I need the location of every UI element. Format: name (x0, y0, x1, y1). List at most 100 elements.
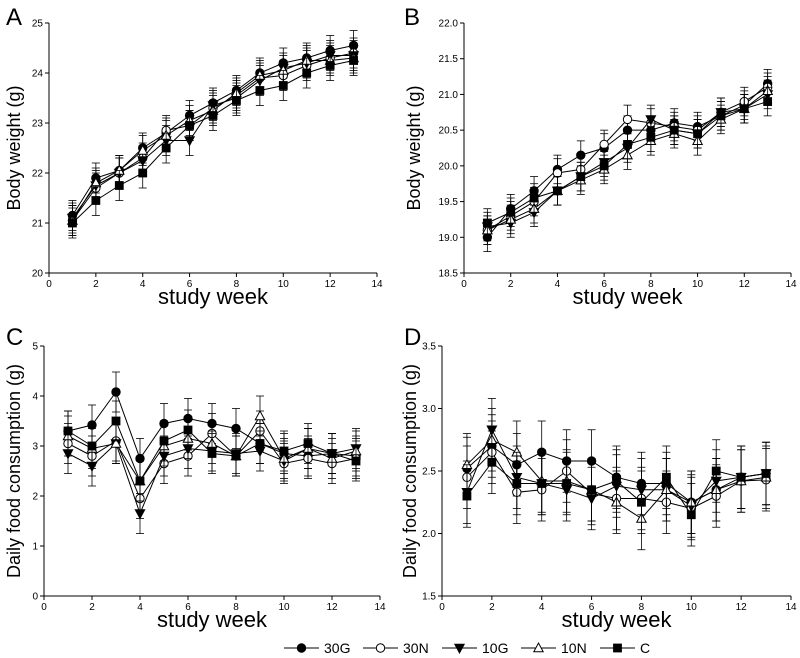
data-point (716, 111, 726, 121)
data-point (623, 140, 632, 149)
data-point (159, 436, 169, 446)
x-tick-label: 4 (555, 279, 561, 290)
x-tick-label: 12 (736, 602, 748, 613)
legend-marker (613, 643, 622, 653)
data-point (207, 449, 217, 458)
y-axis-label: Body weight (g) (404, 85, 424, 210)
data-point (576, 172, 586, 181)
series-10N (66, 42, 360, 236)
y-tick-label: 0 (32, 592, 38, 603)
x-tick-label: 10 (278, 279, 290, 290)
y-axis-label: Daily food consumption (g) (4, 364, 24, 578)
data-point (587, 485, 596, 495)
data-point (231, 423, 241, 434)
legend-marker (532, 641, 545, 653)
legend-marker (296, 643, 307, 653)
x-tick-label: 12 (325, 279, 337, 290)
data-point (138, 168, 148, 178)
x-axis-label: study week (572, 284, 683, 309)
y-tick-label: 22.0 (439, 19, 459, 30)
data-point (279, 446, 289, 456)
x-tick-label: 10 (278, 602, 290, 613)
x-tick-label: 8 (648, 279, 654, 290)
data-point (512, 479, 522, 488)
data-point (91, 196, 101, 205)
data-point (763, 97, 773, 106)
data-point (111, 387, 121, 397)
data-point (693, 129, 702, 139)
y-tick-label: 4 (32, 392, 38, 403)
data-point (135, 476, 145, 486)
series-line (71, 52, 354, 221)
y-tick-label: 2 (32, 492, 38, 503)
legend-label: 30N (403, 640, 429, 656)
legend-label: C (640, 640, 650, 656)
data-point (351, 456, 361, 466)
data-point (612, 476, 621, 486)
data-point (114, 181, 124, 190)
x-axis-label: study week (157, 607, 268, 632)
data-point (761, 469, 771, 478)
data-point (537, 479, 547, 488)
y-axis-label: Body weight (g) (4, 85, 24, 210)
x-tick-label: 0 (46, 279, 52, 290)
x-tick-label: 14 (785, 602, 797, 613)
data-point (327, 449, 337, 458)
legend-item-30N: 30N (363, 640, 429, 656)
x-tick-label: 10 (686, 602, 698, 613)
y-tick-label: 19.0 (439, 233, 459, 244)
data-point (68, 218, 77, 228)
data-point (599, 161, 609, 171)
x-tick-label: 10 (692, 279, 704, 290)
data-point (278, 81, 288, 90)
data-point (349, 56, 358, 65)
data-point (254, 409, 266, 421)
x-axis-label: study week (158, 284, 269, 309)
x-tick-label: 0 (461, 279, 467, 290)
x-tick-label: 0 (41, 602, 47, 613)
x-tick-label: 6 (187, 279, 193, 290)
y-tick-label: 3.0 (422, 404, 436, 415)
data-point (462, 491, 472, 501)
x-tick-label: 6 (185, 602, 191, 613)
data-point (183, 425, 193, 435)
data-point (255, 86, 265, 95)
legend-marker (375, 643, 386, 653)
data-point (599, 139, 609, 150)
series-C (482, 86, 773, 238)
data-point (686, 510, 696, 520)
y-tick-label: 1.5 (422, 592, 436, 603)
legend-item-C: C (600, 640, 650, 656)
x-tick-label: 2 (489, 602, 495, 613)
y-tick-label: 2.5 (422, 467, 436, 478)
data-point (622, 114, 633, 125)
legend-item-10G: 10G (442, 640, 508, 656)
y-tick-label: 3.5 (422, 342, 436, 353)
series-30N (67, 37, 359, 236)
data-point (302, 68, 312, 78)
data-point (137, 144, 149, 155)
y-tick-label: 1 (32, 542, 38, 553)
data-point (711, 466, 721, 476)
data-point (637, 497, 646, 507)
data-point (646, 132, 656, 142)
data-point (645, 115, 657, 126)
y-tick-label: 19.5 (439, 197, 459, 208)
x-tick-label: 12 (739, 279, 751, 290)
data-point (303, 439, 313, 448)
x-tick-label: 14 (371, 279, 383, 290)
y-axis-label: Daily food consumption (g) (400, 364, 420, 578)
data-point (325, 61, 335, 70)
data-point (232, 96, 241, 105)
y-tick-label: 5 (32, 342, 38, 353)
y-tick-label: 25 (32, 19, 44, 30)
y-tick-label: 3 (32, 442, 38, 453)
legend-label: 10N (561, 640, 587, 656)
x-tick-label: 8 (639, 602, 645, 613)
data-point (739, 104, 749, 114)
data-point (111, 416, 121, 426)
panel-label: D (404, 324, 421, 351)
data-point (736, 472, 746, 482)
y-tick-label: 20 (32, 269, 44, 280)
